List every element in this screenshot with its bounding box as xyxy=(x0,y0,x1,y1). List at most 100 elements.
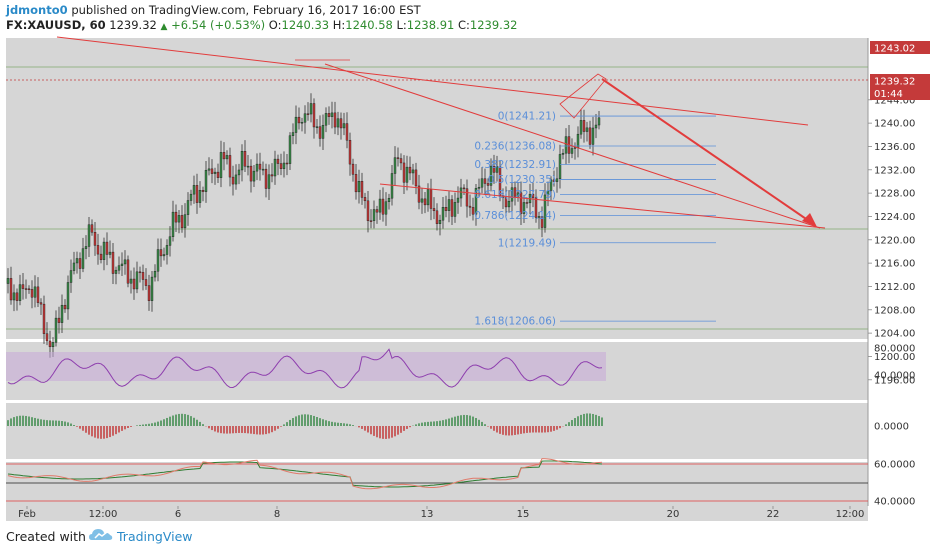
candle-body xyxy=(18,284,22,301)
candle-body xyxy=(357,181,361,193)
candle-body xyxy=(426,189,430,206)
last-price-tag: 1239.32 xyxy=(874,77,915,88)
candle-body xyxy=(462,187,466,190)
candle-body xyxy=(333,112,337,128)
chart-area[interactable]: 0(1241.21) 0.236(1236.08) 0.382(1232.91) 0.… xyxy=(0,32,932,521)
candle-body xyxy=(54,317,58,343)
candle-body xyxy=(432,208,436,212)
candle-body xyxy=(177,215,181,223)
candle-body xyxy=(549,179,553,191)
candle-body xyxy=(264,168,268,189)
candle-body xyxy=(459,187,463,199)
candle-body xyxy=(192,185,196,195)
candle-body xyxy=(321,124,325,139)
candle-body xyxy=(6,278,10,284)
low-label: L: xyxy=(396,18,407,32)
stoch-tick-label: 40.0000 xyxy=(874,497,915,508)
candle-body xyxy=(237,169,241,176)
candle-body xyxy=(288,135,292,164)
fib-level-label: 1.618(1206.06) xyxy=(474,316,556,328)
candle-body xyxy=(411,169,415,174)
candle-body xyxy=(162,254,166,257)
candle-body xyxy=(519,192,523,214)
candle-body xyxy=(81,248,85,269)
candle-body xyxy=(126,259,130,284)
candle-body xyxy=(579,120,583,135)
time-axis: Feb 12:00 6 8 13 15 20 22 12:00 xyxy=(18,506,864,520)
fib-level-label: 0.786(1224.14) xyxy=(474,210,556,222)
current-price-tag-bg xyxy=(870,41,930,54)
candle-body xyxy=(57,317,61,323)
candle-body xyxy=(552,179,556,182)
low-value: 1238.91 xyxy=(406,18,455,32)
candle-body xyxy=(438,219,442,224)
candle-body xyxy=(72,262,76,271)
candle-body xyxy=(408,166,412,174)
candle-body xyxy=(525,202,529,204)
candle-body xyxy=(99,253,103,260)
candle-body xyxy=(204,169,208,192)
candle-body xyxy=(42,303,46,334)
candle-body xyxy=(165,245,169,255)
candle-body xyxy=(492,166,496,173)
candle-body xyxy=(453,202,457,217)
candle-body xyxy=(594,124,598,129)
open-value: 1240.33 xyxy=(281,18,330,32)
close-label: C: xyxy=(458,18,470,32)
fib-level-label: 0.236(1236.08) xyxy=(474,140,556,152)
candle-body xyxy=(435,210,439,224)
last-price: 1239.32 xyxy=(109,18,157,32)
rsi-pane xyxy=(6,348,606,389)
candle-body xyxy=(270,174,274,177)
candle-body xyxy=(402,162,406,183)
candle-body xyxy=(39,302,43,305)
axis-bg xyxy=(868,38,932,506)
price-tick-label: 1196.00 xyxy=(874,375,915,386)
candle-body xyxy=(183,214,187,229)
candle-body xyxy=(510,187,514,202)
price-tick-label: 1208.00 xyxy=(874,305,915,316)
tradingview-brand[interactable]: TradingView xyxy=(117,529,193,544)
symbol-label: FX:XAUUSD, 60 xyxy=(6,18,106,32)
fib-level-label: 0.618(1227.79) xyxy=(474,189,556,201)
candle-body xyxy=(219,152,223,178)
rising-wedge xyxy=(559,73,607,119)
candle-body xyxy=(243,151,247,167)
candle-body xyxy=(21,284,25,289)
candle-body xyxy=(369,220,373,222)
candle-body xyxy=(393,157,397,174)
candle-body xyxy=(363,197,367,202)
candle-body xyxy=(387,197,391,202)
candle-body xyxy=(534,197,538,218)
candle-body xyxy=(564,136,568,154)
candle-body xyxy=(315,126,319,128)
candle-body xyxy=(48,340,52,348)
candle-body xyxy=(588,127,592,145)
candle-body xyxy=(366,200,370,221)
candle-body xyxy=(168,236,172,246)
candle-body xyxy=(513,187,517,197)
candle-body xyxy=(87,224,91,247)
author-name[interactable]: jdmonto0 xyxy=(6,3,68,17)
channel-trendline xyxy=(324,63,821,229)
price-tick-label: 1240.00 xyxy=(874,119,915,130)
candle-body xyxy=(78,258,82,269)
upper-trendline xyxy=(56,36,809,126)
rsi-tick-label: 80.0000 xyxy=(874,344,915,355)
candle-body xyxy=(252,170,256,182)
candle-body xyxy=(207,168,211,171)
candle-body xyxy=(225,155,229,160)
candle-body xyxy=(561,152,565,155)
candle-body xyxy=(228,155,232,178)
price-change: +6.54 (+0.53%) xyxy=(171,18,266,32)
candle-body xyxy=(249,165,253,182)
candle-body xyxy=(93,232,97,246)
candle-body xyxy=(345,123,349,141)
fibonacci-layer: 0(1241.21) 0.236(1236.08) 0.382(1232.91) 0.… xyxy=(474,111,716,328)
candle-body xyxy=(420,198,424,203)
candle-body xyxy=(117,265,121,271)
candle-body xyxy=(516,192,520,197)
publish-line: jdmonto0 published on TradingView.com, F… xyxy=(6,3,421,17)
price-tick-label: 1220.00 xyxy=(874,235,915,246)
candle-body xyxy=(210,168,214,174)
